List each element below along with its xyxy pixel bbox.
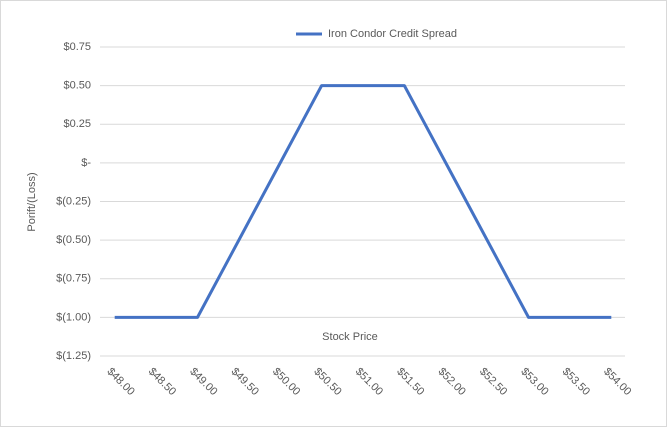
series-line (114, 84, 612, 319)
x-axis-label: Stock Price (322, 331, 378, 343)
y-tick-label: $0.75 (63, 41, 91, 53)
y-tick-label: $(1.25) (56, 350, 91, 362)
y-tick-label: $(0.50) (56, 234, 91, 246)
y-tick-label: $(0.25) (56, 195, 91, 207)
y-tick-label: $0.50 (63, 80, 91, 92)
y-tick-label: $(1.00) (56, 311, 91, 323)
y-axis-label: Porift/(Loss) (26, 172, 38, 231)
legend-label: Iron Condor Credit Spread (328, 28, 457, 40)
y-tick-label: $0.25 (63, 118, 91, 130)
y-tick-label: $(0.75) (56, 273, 91, 285)
y-tick-label: $- (81, 157, 91, 169)
